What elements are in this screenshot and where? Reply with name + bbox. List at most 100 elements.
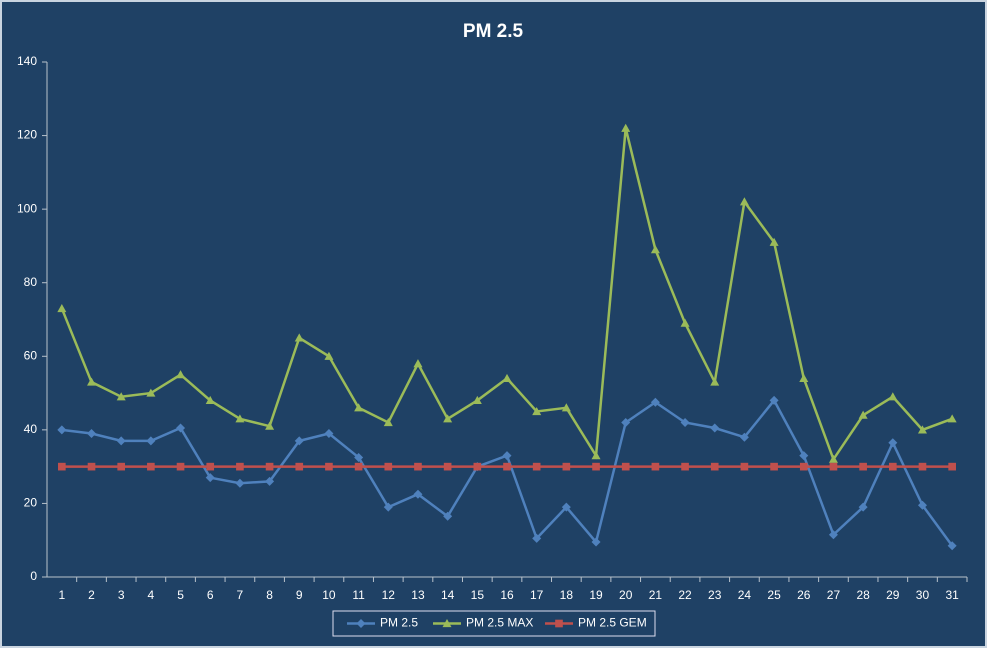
marker bbox=[87, 429, 97, 439]
marker bbox=[265, 462, 274, 471]
marker bbox=[265, 421, 275, 430]
marker bbox=[354, 403, 364, 412]
marker bbox=[799, 373, 809, 382]
marker bbox=[176, 423, 186, 433]
marker bbox=[324, 351, 334, 360]
marker bbox=[917, 425, 927, 434]
marker bbox=[443, 414, 453, 423]
x-tick-label: 19 bbox=[589, 588, 603, 602]
marker bbox=[325, 462, 333, 471]
x-tick-label: 24 bbox=[738, 588, 752, 602]
x-tick-label: 14 bbox=[441, 588, 455, 602]
marker bbox=[206, 462, 215, 471]
chart-title: PM 2.5 bbox=[463, 21, 524, 42]
marker bbox=[561, 403, 571, 412]
marker bbox=[680, 318, 690, 327]
y-tick-label: 120 bbox=[17, 128, 37, 142]
x-tick-label: 13 bbox=[411, 588, 425, 602]
x-tick-label: 30 bbox=[916, 588, 930, 602]
marker bbox=[503, 462, 511, 471]
marker bbox=[888, 462, 897, 471]
marker bbox=[888, 392, 898, 401]
marker bbox=[235, 478, 245, 488]
marker bbox=[591, 451, 601, 460]
marker bbox=[651, 462, 660, 471]
x-tick-label: 17 bbox=[530, 588, 544, 602]
marker bbox=[799, 462, 808, 471]
marker bbox=[555, 619, 563, 628]
x-tick-label: 8 bbox=[266, 588, 273, 602]
marker bbox=[858, 410, 868, 419]
x-tick-label: 22 bbox=[678, 588, 692, 602]
marker bbox=[354, 462, 363, 471]
marker bbox=[146, 388, 156, 397]
marker bbox=[57, 303, 67, 313]
x-tick-label: 2 bbox=[88, 588, 95, 602]
marker bbox=[829, 462, 838, 471]
marker bbox=[591, 537, 601, 547]
marker bbox=[681, 462, 689, 471]
marker bbox=[413, 489, 423, 499]
marker bbox=[769, 237, 779, 246]
marker bbox=[592, 462, 600, 471]
x-tick-label: 20 bbox=[619, 588, 633, 602]
x-tick-label: 5 bbox=[177, 588, 184, 602]
marker bbox=[383, 502, 393, 512]
marker bbox=[947, 414, 957, 423]
marker bbox=[147, 462, 155, 471]
legend-label: PM 2.5 GEM bbox=[578, 616, 647, 630]
marker bbox=[828, 454, 838, 463]
x-tick-label: 11 bbox=[352, 588, 365, 602]
y-tick-label: 80 bbox=[24, 275, 38, 289]
marker bbox=[532, 406, 542, 416]
x-tick-label: 10 bbox=[322, 588, 336, 602]
x-tick-label: 9 bbox=[296, 588, 303, 602]
x-tick-label: 25 bbox=[767, 588, 781, 602]
x-tick-label: 3 bbox=[118, 588, 125, 602]
y-tick-label: 20 bbox=[24, 496, 38, 510]
marker bbox=[442, 619, 452, 628]
marker bbox=[414, 462, 422, 471]
marker bbox=[532, 533, 542, 543]
marker bbox=[502, 451, 512, 461]
marker bbox=[146, 436, 156, 446]
marker bbox=[740, 462, 749, 471]
marker bbox=[710, 377, 720, 386]
marker bbox=[116, 436, 126, 446]
x-tick-label: 28 bbox=[856, 588, 870, 602]
y-tick-label: 140 bbox=[17, 54, 37, 68]
marker bbox=[443, 462, 452, 471]
marker bbox=[710, 423, 720, 433]
x-tick-label: 21 bbox=[649, 588, 663, 602]
marker bbox=[413, 359, 423, 368]
marker bbox=[87, 462, 96, 471]
x-tick-label: 12 bbox=[382, 588, 396, 602]
x-tick-label: 16 bbox=[500, 588, 514, 602]
marker bbox=[117, 462, 126, 471]
marker bbox=[354, 452, 364, 462]
marker bbox=[473, 462, 482, 471]
marker bbox=[650, 245, 660, 254]
legend-label: PM 2.5 bbox=[380, 616, 418, 630]
marker bbox=[769, 395, 779, 405]
marker bbox=[116, 392, 126, 401]
marker bbox=[384, 462, 393, 471]
marker bbox=[621, 418, 631, 427]
marker bbox=[205, 473, 215, 483]
marker bbox=[859, 462, 867, 471]
marker bbox=[621, 123, 631, 132]
x-tick-label: 29 bbox=[886, 588, 900, 602]
x-tick-label: 4 bbox=[148, 588, 155, 602]
marker bbox=[235, 414, 245, 423]
marker bbox=[383, 418, 393, 427]
marker bbox=[295, 462, 304, 471]
marker bbox=[917, 500, 927, 510]
marker bbox=[294, 333, 304, 342]
marker bbox=[324, 429, 334, 439]
y-tick-label: 60 bbox=[24, 348, 38, 362]
x-tick-label: 26 bbox=[797, 588, 811, 602]
marker bbox=[58, 462, 66, 471]
marker bbox=[265, 476, 275, 486]
